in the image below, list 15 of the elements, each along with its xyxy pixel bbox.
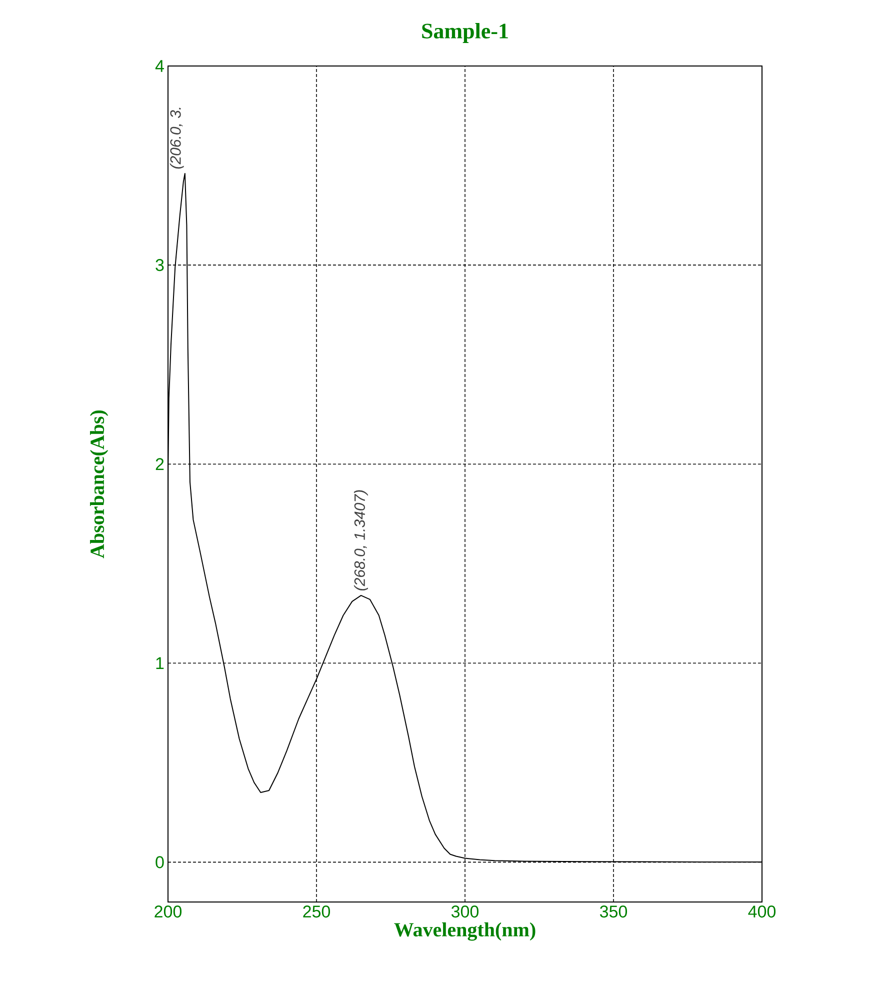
annotation: (268.0, 1.3407) bbox=[354, 490, 368, 590]
y-tick-label: 3 bbox=[156, 259, 164, 272]
x-tick-label: 350 bbox=[600, 906, 628, 918]
annotation: (206.0, 3. bbox=[170, 108, 184, 169]
y-tick-label: 4 bbox=[155, 60, 164, 72]
x-tick-label: 300 bbox=[451, 906, 479, 918]
x-axis-title: Wavelength(nm) bbox=[394, 922, 536, 941]
y-tick-label: 2 bbox=[156, 458, 164, 470]
x-tick-label: 250 bbox=[303, 906, 330, 918]
x-tick-label: 200 bbox=[154, 906, 182, 918]
y-tick-label: 1 bbox=[156, 657, 164, 669]
chart-title: Sample-1 bbox=[422, 23, 508, 43]
y-tick-label: 0 bbox=[156, 856, 164, 868]
y-axis-title: Absorbance(Abs) bbox=[90, 410, 108, 558]
x-tick-label: 400 bbox=[748, 906, 776, 918]
